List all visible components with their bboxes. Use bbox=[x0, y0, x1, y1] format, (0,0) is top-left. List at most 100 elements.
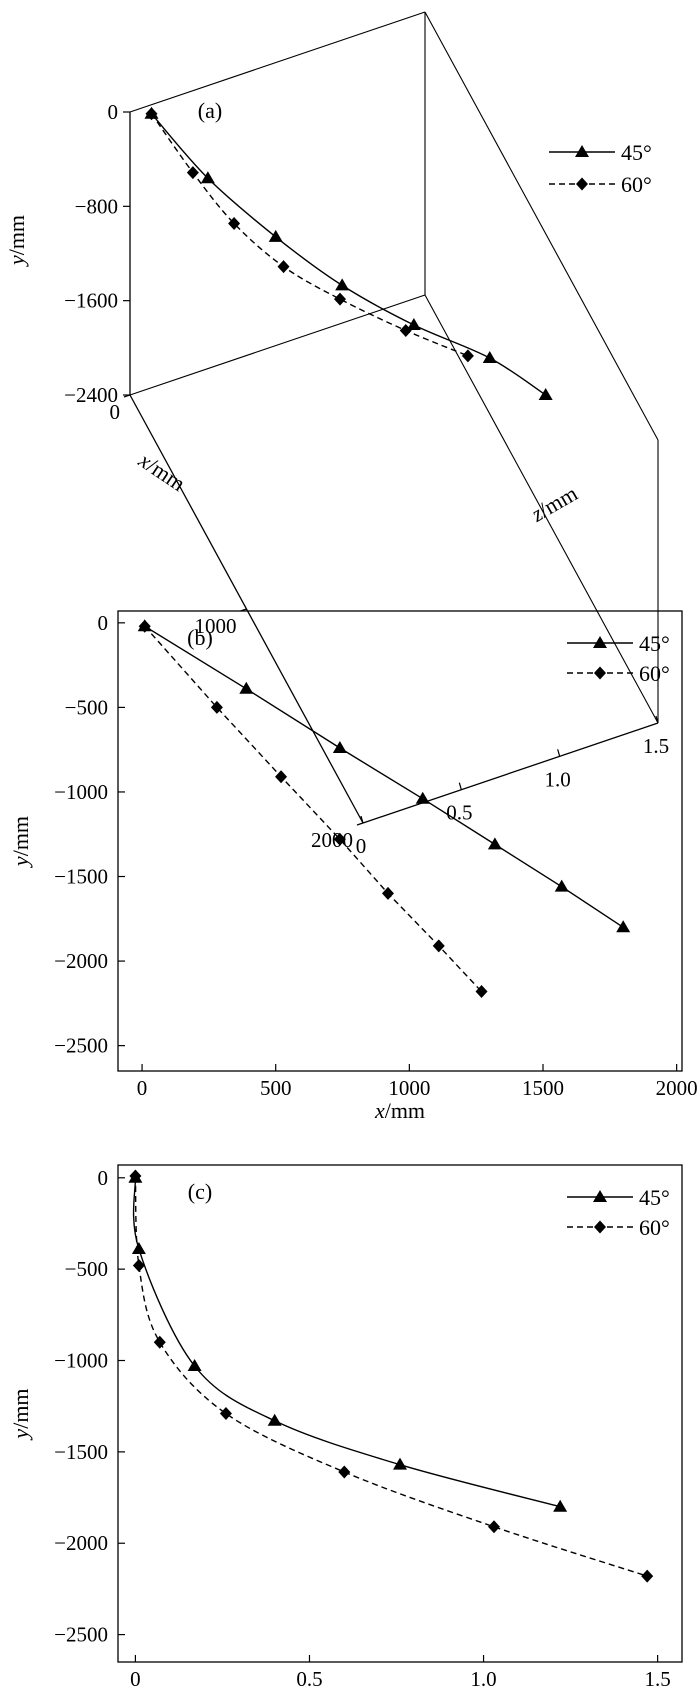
legend-marker-0 bbox=[593, 1190, 607, 1202]
panel-label: (c) bbox=[188, 1179, 212, 1204]
legend-marker-1 bbox=[576, 177, 588, 191]
x-tick-label-2: 1.0 bbox=[470, 1667, 496, 1691]
legend-label-0: 45° bbox=[621, 140, 652, 165]
frame-edge-top-right bbox=[424, 11, 659, 441]
y-axis-label: y/mm bbox=[8, 1388, 33, 1440]
data-point-s1-3 bbox=[219, 1407, 232, 1420]
data-point-s0-6 bbox=[616, 920, 631, 933]
data-point-s1-4 bbox=[381, 886, 394, 900]
frame-edge-bottom-z bbox=[362, 722, 659, 824]
legend-marker-1 bbox=[594, 1220, 606, 1234]
data-point-s1-2 bbox=[153, 1335, 166, 1349]
data-point-s1-2 bbox=[228, 216, 241, 230]
panel-c-y-vs-z-plot: 0 0.5 1.0 1.5 0 −500 −1000 −1500 −2000 −2500 z/mm y… bbox=[8, 1164, 683, 1694]
data-point-s0-2 bbox=[268, 229, 283, 242]
y-tick-label-3: −1500 bbox=[54, 1440, 108, 1464]
y-axis-label: y/mm bbox=[4, 215, 29, 267]
data-point-s0-5 bbox=[553, 1499, 568, 1512]
z-tick-mark-0 bbox=[360, 815, 364, 824]
frame-edge-top-back bbox=[129, 11, 426, 113]
series-line-1 bbox=[144, 625, 483, 992]
frame-edge-inner-x bbox=[424, 294, 659, 724]
data-point-s1-1 bbox=[132, 1258, 145, 1272]
data-point-s0-3 bbox=[335, 278, 350, 291]
data-point-s1-1 bbox=[210, 700, 223, 714]
series-line-1 bbox=[134, 1175, 648, 1577]
y-tick-label-2: −1000 bbox=[54, 1349, 108, 1373]
y-tick-label-0: 0 bbox=[98, 611, 109, 635]
data-point-s1-5 bbox=[432, 939, 445, 953]
y-tick-label-1: −500 bbox=[65, 695, 108, 719]
legend-label-1: 60° bbox=[639, 661, 670, 686]
legend-label-1: 60° bbox=[621, 172, 652, 197]
z-tick-label-2: 1.0 bbox=[545, 767, 571, 791]
y-axis-label: y/mm bbox=[8, 816, 33, 868]
z-axis-label: z/mm bbox=[526, 480, 582, 527]
x-tick-label-1: 1000 bbox=[195, 614, 237, 638]
data-point-s0-1 bbox=[200, 171, 215, 184]
x-tick-label-2: 2000 bbox=[311, 828, 353, 852]
data-point-s0-3 bbox=[415, 791, 430, 804]
legend-label-0: 45° bbox=[639, 1185, 670, 1210]
y-tick-label-4: −2000 bbox=[54, 949, 108, 973]
y-tick-label-2: −1600 bbox=[64, 289, 118, 313]
data-point-s0-1 bbox=[131, 1242, 146, 1255]
x-tick-label-0: 0 bbox=[110, 400, 121, 424]
data-point-s0-4 bbox=[393, 1457, 407, 1470]
x-axis-label: x/mm bbox=[374, 1098, 425, 1123]
y-tick-label-2: −1000 bbox=[54, 780, 108, 804]
y-tick-label-0: 0 bbox=[98, 1166, 109, 1190]
y-tick-label-5: −2500 bbox=[54, 1034, 108, 1058]
y-tick-label-4: −2000 bbox=[54, 1531, 108, 1555]
legend-label-0: 45° bbox=[639, 631, 670, 656]
z-tick-mark-2 bbox=[557, 749, 561, 757]
data-point-s0-2 bbox=[332, 740, 347, 753]
frame-edge-inner-z bbox=[129, 294, 426, 396]
legend-marker-1 bbox=[594, 666, 606, 680]
data-point-s0-1 bbox=[239, 681, 254, 694]
panel-label: (a) bbox=[198, 98, 222, 123]
x-tick-label-0: 0 bbox=[137, 1076, 148, 1100]
y-tick-label-3: −1500 bbox=[54, 865, 108, 889]
panel-a-3d-plot: 0−800−1600−2400y/mm010002000x/mm00.51.01… bbox=[4, 11, 669, 858]
z-tick-label-3: 1.5 bbox=[643, 734, 669, 758]
x-axis-label: z/mm bbox=[375, 1689, 425, 1694]
data-point-s1-3 bbox=[277, 260, 290, 274]
data-point-s0-5 bbox=[482, 351, 497, 363]
plot-frame bbox=[117, 1164, 683, 1663]
data-point-s1-6 bbox=[641, 1569, 654, 1583]
data-point-s0-3 bbox=[267, 1413, 282, 1426]
x-tick-label-3: 1500 bbox=[522, 1076, 564, 1100]
panel-label: (b) bbox=[187, 625, 213, 650]
data-point-s1-5 bbox=[488, 1520, 500, 1534]
data-point-s1-1 bbox=[186, 166, 199, 180]
legend-marker-0 bbox=[593, 636, 607, 648]
y-tick-label-3: −2400 bbox=[64, 383, 118, 407]
legend-marker-0 bbox=[575, 145, 589, 157]
x-tick-mark-0 bbox=[123, 394, 131, 398]
data-point-s1-0 bbox=[129, 1169, 142, 1183]
z-tick-label-1: 0.5 bbox=[446, 801, 472, 825]
z-tick-mark-3 bbox=[655, 715, 659, 724]
data-point-s0-2 bbox=[187, 1358, 202, 1371]
data-point-s0-4 bbox=[406, 318, 421, 331]
data-point-s0-5 bbox=[554, 879, 569, 892]
data-point-s1-6 bbox=[475, 985, 488, 999]
y-tick-label-5: −2500 bbox=[54, 1623, 108, 1647]
data-point-s1-5 bbox=[399, 323, 412, 337]
data-point-s1-2 bbox=[275, 770, 288, 784]
panel-b-y-vs-x-plot: 0 500 1000 1500 2000 0 −500 −1000 −1500 −2000 −250… bbox=[8, 610, 698, 1123]
data-point-s1-0 bbox=[145, 107, 158, 121]
data-point-s1-6 bbox=[461, 349, 474, 363]
data-point-s1-3 bbox=[333, 832, 346, 846]
plot-frame bbox=[117, 610, 683, 1072]
x-tick-label-1: 500 bbox=[260, 1076, 292, 1100]
y-tick-label-1: −800 bbox=[75, 194, 118, 218]
legend-label-1: 60° bbox=[639, 1215, 670, 1240]
x-tick-mark-2 bbox=[356, 822, 364, 826]
data-point-s1-0 bbox=[138, 619, 151, 633]
data-point-s0-4 bbox=[487, 837, 502, 850]
data-point-s0-6 bbox=[538, 388, 553, 400]
data-point-s1-4 bbox=[338, 1465, 351, 1479]
